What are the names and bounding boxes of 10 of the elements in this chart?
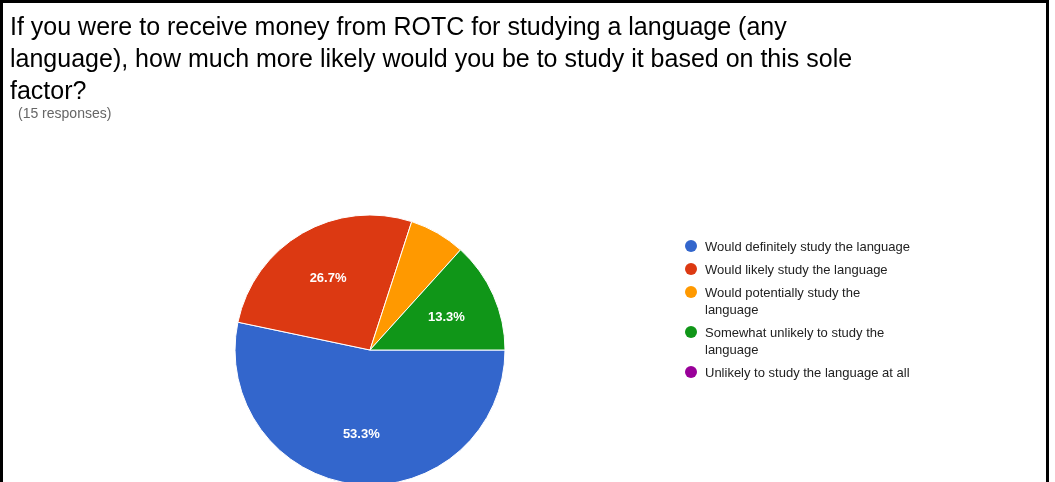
text: (15 responses) bbox=[18, 105, 112, 121]
legend-label: Would potentially study the language bbox=[705, 284, 862, 318]
chart-title: If you were to receive money from ROTC for studying a language (any language), how much more likely would you be to study it based on this sole factor? bbox=[10, 11, 854, 106]
legend-label: Would definitely study the language bbox=[705, 238, 911, 255]
legend-label: Would likely study the language bbox=[705, 261, 888, 278]
legend-label: Somewhat unlikely to study the language bbox=[705, 324, 886, 358]
data-label: 26.7% bbox=[309, 270, 347, 286]
data-label: 13.3% bbox=[428, 308, 466, 324]
data-label: 53.3% bbox=[342, 425, 381, 441]
legend-label: Unlikely to study the language at all bbox=[705, 364, 910, 381]
